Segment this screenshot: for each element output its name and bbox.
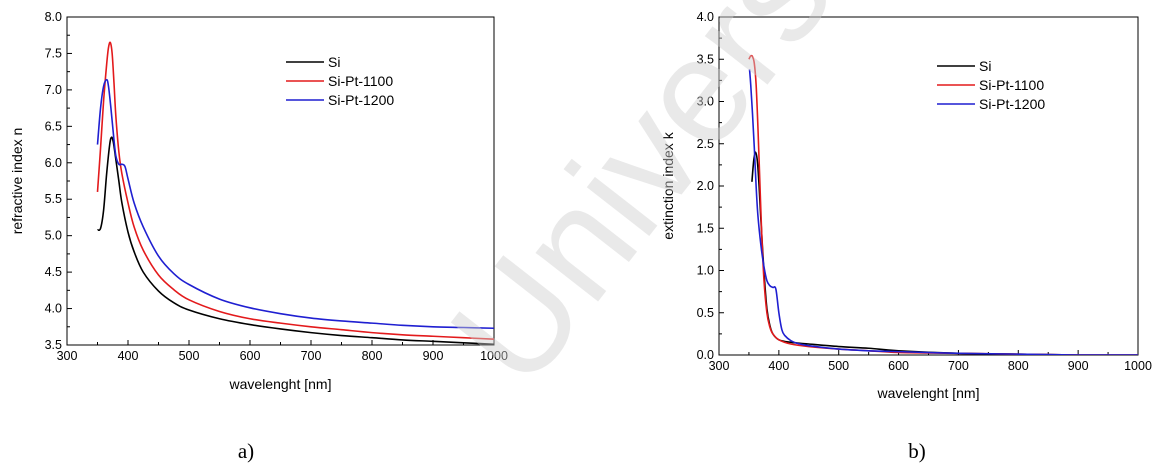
legend-label-si-pt-1100: Si-Pt-1100: [979, 77, 1044, 93]
x-tick-label: 1000: [480, 349, 508, 363]
x-tick-label: 800: [1008, 359, 1029, 373]
y-tick-label: 0.0: [697, 348, 714, 362]
series-line-si: [97, 136, 494, 345]
y-tick-label: 5.0: [45, 229, 62, 243]
y-tick-label: 7.0: [45, 83, 62, 97]
watermark-text: University: [418, 0, 956, 415]
x-tick-label: 300: [709, 359, 730, 373]
x-tick-label: 400: [118, 349, 139, 363]
x-tick-label: 500: [179, 349, 200, 363]
x-tick-label: 500: [828, 359, 849, 373]
series-line-si-pt-1100: [96, 41, 494, 340]
x-tick-label: 700: [948, 359, 969, 373]
y-tick-label: 3.5: [697, 52, 714, 66]
y-tick-label: 0.5: [697, 306, 714, 320]
y-tick-label: 4.0: [45, 302, 62, 316]
x-tick-label: 600: [240, 349, 261, 363]
x-tick-label: 1000: [1124, 359, 1152, 373]
panel-a-refractive-index: 300 400 500 600 700 800 900 1000 3.5 4.0 4.5 5.0 5.5…: [9, 10, 508, 392]
y-tick-label: 3.5: [45, 338, 62, 352]
x-axis-title: wavelenght [nm]: [229, 376, 332, 392]
series-line-si: [751, 151, 1138, 355]
legend-label-si-pt-1200: Si-Pt-1200: [328, 92, 394, 108]
legend-label-si-pt-1100: Si-Pt-1100: [328, 73, 393, 89]
legend-label-si: Si: [328, 54, 340, 70]
y-tick-label: 4.0: [697, 10, 714, 24]
y-tick-label: 4.5: [45, 265, 62, 279]
x-tick-label: 400: [768, 359, 789, 373]
y-axis-title: refractive index n: [9, 128, 25, 235]
y-tick-label: 6.5: [45, 119, 62, 133]
y-tick-label: 6.0: [45, 156, 62, 170]
y-tick-label: 3.0: [697, 95, 714, 109]
x-tick-label: 700: [301, 349, 322, 363]
x-tick-label: 900: [1068, 359, 1089, 373]
x-tick-label: 600: [888, 359, 909, 373]
x-tick-label: 900: [423, 349, 444, 363]
series-line-si-pt-1200: [748, 69, 1138, 355]
y-tick-label: 8.0: [45, 10, 62, 24]
y-tick-label: 1.5: [697, 221, 714, 235]
y-tick-label: 7.5: [45, 46, 62, 60]
y-tick-label: 1.0: [697, 264, 714, 278]
legend-label-si-pt-1200: Si-Pt-1200: [979, 96, 1045, 112]
y-axis-title: extinction index k: [660, 131, 676, 239]
series-line-si-pt-1200: [96, 78, 494, 330]
x-tick-label: 800: [362, 349, 383, 363]
series-line-si-pt-1100: [748, 54, 1138, 355]
x-tick-label: 300: [57, 349, 78, 363]
y-tick-label: 2.0: [697, 179, 714, 193]
legend-label-si: Si: [979, 58, 991, 74]
panel-b-extinction-index: 300 400 500 600 700 800 900 1000 0.0 0.5 1.0 1.5 2.0…: [660, 10, 1152, 401]
y-tick-label: 5.5: [45, 192, 62, 206]
x-axis-title: wavelenght [nm]: [877, 385, 980, 401]
panel-b-caption: b): [908, 439, 926, 463]
y-tick-label: 2.5: [697, 137, 714, 151]
panel-a-caption: a): [238, 439, 254, 463]
